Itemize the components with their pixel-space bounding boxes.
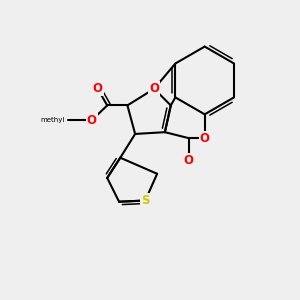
Text: O: O — [87, 114, 97, 127]
Text: O: O — [200, 132, 210, 145]
Text: O: O — [184, 154, 194, 166]
Text: S: S — [141, 194, 149, 207]
Text: methyl: methyl — [40, 117, 65, 123]
Text: O: O — [93, 82, 103, 95]
Text: O: O — [149, 82, 159, 95]
